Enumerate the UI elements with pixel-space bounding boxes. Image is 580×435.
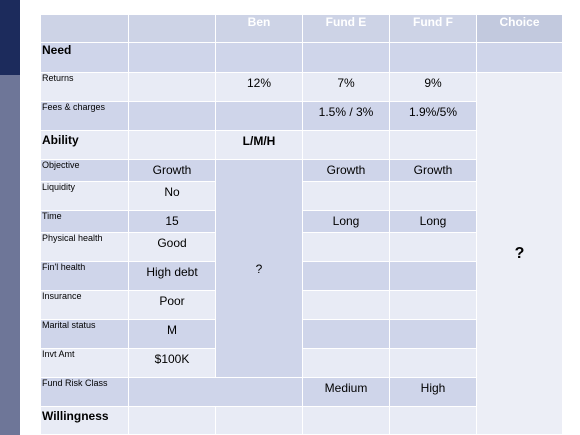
cell (302, 261, 390, 291)
cell (389, 232, 477, 262)
row: Liquidity No (40, 181, 563, 211)
header-cell: Fund E (302, 14, 390, 43)
cell: Medium (302, 377, 390, 407)
cell: Growth (389, 159, 477, 182)
row: Fees & charges 1.5% / 3% 1.9%/5% (40, 101, 563, 131)
comparison-table: Ben Fund E Fund F Choice Need Returns 12… (40, 14, 563, 435)
row-label: Returns (40, 72, 129, 102)
header-row: Ben Fund E Fund F Choice (40, 14, 563, 43)
cell (302, 319, 390, 349)
cell (128, 377, 303, 407)
section-label: Need (40, 42, 129, 73)
cell (302, 406, 390, 435)
cell (389, 42, 477, 73)
cell (389, 348, 477, 378)
cell (302, 181, 390, 211)
row: Willingness (40, 406, 563, 435)
cell: M (128, 319, 216, 349)
cell (302, 232, 390, 262)
cell (128, 130, 216, 160)
cell: Long (389, 210, 477, 233)
section-label: Ability (40, 130, 129, 160)
row: Physical health Good (40, 232, 563, 262)
row-label: Fin'l health (40, 261, 129, 291)
cell (215, 101, 303, 131)
cell (389, 290, 477, 320)
row: Fund Risk Class Medium High (40, 377, 563, 407)
row: Time 15 Long Long (40, 210, 563, 233)
cell (389, 319, 477, 349)
row: Fin'l health High debt (40, 261, 563, 291)
cell: $100K (128, 348, 216, 378)
cell (302, 130, 390, 160)
row: Ability L/M/H (40, 130, 563, 160)
row: Insurance Poor (40, 290, 563, 320)
cell: 15 (128, 210, 216, 233)
cell: High debt (128, 261, 216, 291)
row-label: Insurance (40, 290, 129, 320)
section-label: Willingness (40, 406, 129, 435)
cell (302, 290, 390, 320)
cell: 1.5% / 3% (302, 101, 390, 131)
row: Invt Amt $100K (40, 348, 563, 378)
cell (128, 72, 216, 102)
row: Objective Growth ? Growth Growth (40, 159, 563, 378)
cell: 1.9%/5% (389, 101, 477, 131)
side-bar (0, 75, 20, 435)
cell (389, 406, 477, 435)
row: Returns 12% 7% 9% ? (40, 72, 563, 435)
cell (128, 406, 216, 435)
cell (476, 42, 563, 73)
row-label: Liquidity (40, 181, 129, 211)
header-cell: Fund F (389, 14, 477, 43)
row-label: Objective (40, 159, 129, 182)
cell (215, 406, 303, 435)
cell (302, 42, 390, 73)
cell (215, 42, 303, 73)
cell: High (389, 377, 477, 407)
side-bar (0, 0, 20, 75)
row-label: Time (40, 210, 129, 233)
row-label: Physical health (40, 232, 129, 262)
row: Need (40, 42, 563, 73)
cell (40, 14, 129, 43)
header-cell: Choice (476, 14, 563, 43)
cell: 9% (389, 72, 477, 102)
row-label: Fees & charges (40, 101, 129, 131)
cell (389, 181, 477, 211)
cell: Good (128, 232, 216, 262)
ben-cell: ? (215, 159, 303, 378)
row-label: Invt Amt (40, 348, 129, 378)
cell: Growth (128, 159, 216, 182)
cell: No (128, 181, 216, 211)
cell (128, 101, 216, 131)
cell (389, 130, 477, 160)
row-label: Marital status (40, 319, 129, 349)
cell: 12% (215, 72, 303, 102)
choice-cell: ? (476, 72, 563, 435)
cell: Poor (128, 290, 216, 320)
cell (128, 14, 216, 43)
header-cell: Ben (215, 14, 303, 43)
cell (128, 42, 216, 73)
row-label: Fund Risk Class (40, 377, 129, 407)
cell: L/M/H (215, 130, 303, 160)
cell: Long (302, 210, 390, 233)
cell (302, 348, 390, 378)
cell: Growth (302, 159, 390, 182)
cell (389, 261, 477, 291)
cell: 7% (302, 72, 390, 102)
